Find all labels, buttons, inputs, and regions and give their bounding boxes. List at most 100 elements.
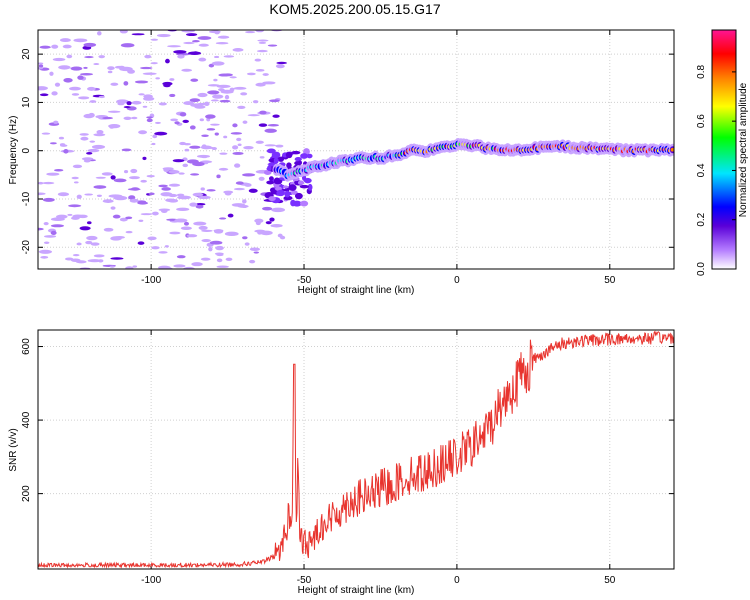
noise-speckle [129, 198, 139, 203]
colorbar-tick-label: 0.6 [696, 114, 707, 128]
noise-speckle [39, 93, 49, 97]
top-x-axis-label: Height of straight line (km) [298, 285, 415, 296]
noise-speckle [123, 81, 129, 86]
noise-speckle [231, 203, 246, 207]
noise-speckle [200, 145, 212, 150]
onset-blob [282, 185, 289, 189]
noise-speckle [49, 71, 54, 76]
noise-speckle [84, 56, 94, 59]
noise-speckle [68, 204, 82, 208]
onset-blob [268, 196, 276, 202]
bottom-x-tick-label: 0 [454, 575, 460, 586]
noise-speckle [258, 123, 268, 127]
noise-speckle [63, 149, 69, 154]
noise-speckle [101, 172, 113, 176]
noise-speckle [77, 75, 84, 80]
colorbar-frame [711, 29, 737, 270]
noise-speckle [246, 72, 256, 76]
noise-speckle [130, 168, 138, 174]
noise-speckle [125, 230, 133, 234]
noise-speckle [192, 192, 204, 197]
noise-speckle [125, 266, 134, 269]
onset-blob [299, 184, 310, 189]
noise-speckle [240, 92, 248, 96]
noise-speckle [235, 181, 244, 185]
noise-speckle [275, 64, 285, 69]
noise-speckle [190, 78, 199, 82]
noise-speckle [242, 236, 248, 240]
noise-speckle [232, 48, 244, 52]
noise-speckle [255, 82, 266, 87]
noise-speckle [103, 227, 114, 232]
noise-speckle [146, 118, 153, 123]
noise-speckle [176, 207, 190, 212]
noise-speckle [232, 145, 239, 150]
noise-speckle [151, 142, 156, 146]
noise-speckle [237, 105, 246, 110]
noise-speckle [108, 124, 121, 129]
top-y-tick-label: -20 [21, 240, 32, 255]
noise-speckle [42, 181, 55, 185]
noise-speckle [169, 93, 176, 98]
noise-speckle [156, 33, 171, 38]
noise-speckle [63, 78, 73, 83]
onset-blob [300, 153, 309, 159]
noise-speckle [131, 100, 142, 105]
noise-speckle [96, 194, 102, 198]
onset-blob [276, 189, 285, 197]
onset-blob [267, 165, 272, 172]
noise-speckle [119, 217, 128, 222]
noise-speckle [83, 42, 97, 48]
noise-speckle [216, 258, 223, 263]
noise-speckle [102, 199, 114, 203]
noise-speckle [236, 137, 242, 142]
noise-speckle [184, 148, 190, 152]
noise-speckle [38, 181, 44, 185]
noise-speckle [142, 156, 147, 161]
noise-speckle [151, 211, 159, 216]
noise-speckle [71, 176, 79, 180]
colorbar-gradient [712, 30, 736, 269]
onset-blob [291, 150, 301, 155]
top-y-tick-label: -10 [21, 191, 32, 206]
noise-speckle [38, 62, 44, 65]
onset-blob [271, 151, 281, 159]
noise-speckle [200, 257, 211, 261]
noise-speckle [53, 120, 59, 124]
noise-speckle [223, 55, 235, 58]
noise-speckle [176, 255, 186, 259]
noise-speckle [123, 106, 131, 109]
noise-speckle [215, 42, 229, 45]
noise-speckle [213, 78, 218, 82]
noise-speckle [205, 114, 216, 119]
onset-blob [268, 158, 274, 163]
noise-speckle [112, 214, 121, 219]
bottom-y-tick-label: 600 [21, 338, 32, 355]
noise-speckle [254, 58, 262, 62]
noise-speckle [260, 230, 273, 236]
noise-speckle [140, 213, 153, 216]
noise-speckle [262, 206, 273, 211]
noise-speckle [214, 30, 220, 35]
noise-speckle [59, 143, 66, 146]
noise-speckle [244, 183, 252, 187]
noise-speckle [109, 265, 116, 268]
noise-speckle [81, 157, 94, 161]
noise-speckle [76, 242, 82, 246]
noise-speckle [197, 92, 208, 98]
noise-speckle [42, 197, 55, 202]
noise-speckle [224, 94, 230, 100]
noise-speckle [211, 61, 225, 66]
noise-speckle [144, 54, 152, 59]
noise-speckle [140, 179, 147, 183]
noise-speckle [185, 33, 198, 37]
noise-speckle [102, 116, 113, 120]
top-x-tick-label: -100 [141, 275, 161, 286]
colorbar-tick-label: 0.4 [696, 163, 707, 177]
noise-speckle [269, 217, 275, 222]
noise-speckle [201, 229, 213, 232]
noise-speckle [230, 132, 243, 135]
noise-speckle [110, 175, 116, 180]
noise-speckle [98, 95, 105, 99]
noise-speckle [62, 44, 72, 49]
